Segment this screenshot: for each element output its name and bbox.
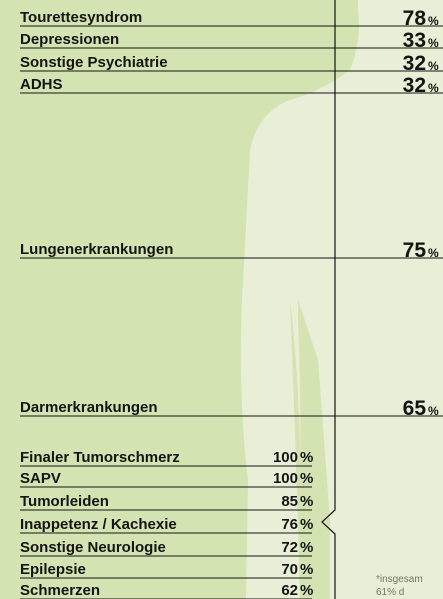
unit: % bbox=[428, 59, 439, 73]
item-value: 100 bbox=[273, 449, 298, 466]
footnote: *insgesam bbox=[376, 574, 423, 585]
item-value: 62 bbox=[281, 582, 298, 599]
unit: % bbox=[428, 14, 439, 28]
item-value: 70 bbox=[281, 561, 298, 578]
unit: % bbox=[300, 561, 313, 578]
item-value: 78 bbox=[403, 7, 427, 30]
item-label: ADHS bbox=[20, 76, 63, 93]
item-value: 75 bbox=[403, 239, 427, 262]
unit: % bbox=[300, 539, 313, 556]
item-label: SAPV bbox=[20, 470, 61, 487]
unit: % bbox=[428, 81, 439, 95]
item-value: 32 bbox=[403, 52, 426, 75]
unit: % bbox=[300, 449, 313, 466]
item-value: 72 bbox=[281, 539, 298, 556]
item-label: Darmerkrankungen bbox=[20, 399, 158, 416]
item-value: 76 bbox=[281, 516, 298, 533]
footnote: 61% d bbox=[376, 587, 404, 598]
item-value: 85 bbox=[281, 493, 298, 510]
item-label: Depressionen bbox=[20, 31, 119, 48]
item-value: 100 bbox=[273, 470, 298, 487]
item-label: Lungenerkrankungen bbox=[20, 241, 173, 258]
unit: % bbox=[300, 470, 313, 487]
item-value: 65 bbox=[403, 397, 427, 420]
item-label: Tumorleiden bbox=[20, 493, 109, 510]
infographic: Tourettesyndrom 78% Depressionen 33% Sonstig… bbox=[0, 0, 443, 599]
unit: % bbox=[428, 246, 439, 260]
item-value: 32 bbox=[403, 74, 426, 97]
item-label: Sonstige Neurologie bbox=[20, 539, 166, 556]
unit: % bbox=[300, 493, 313, 510]
item-label: Inappetenz / Kachexie bbox=[20, 516, 177, 533]
unit: % bbox=[428, 404, 439, 418]
item-label: Schmerzen bbox=[20, 582, 100, 599]
item-label: Sonstige Psychiatrie bbox=[20, 54, 168, 71]
unit: % bbox=[300, 582, 313, 599]
item-label: Tourettesyndrom bbox=[20, 9, 142, 26]
item-value: 33 bbox=[403, 29, 426, 52]
unit: % bbox=[300, 516, 313, 533]
item-label: Finaler Tumorschmerz bbox=[20, 449, 180, 466]
unit: % bbox=[428, 36, 439, 50]
item-label: Epilepsie bbox=[20, 561, 86, 578]
